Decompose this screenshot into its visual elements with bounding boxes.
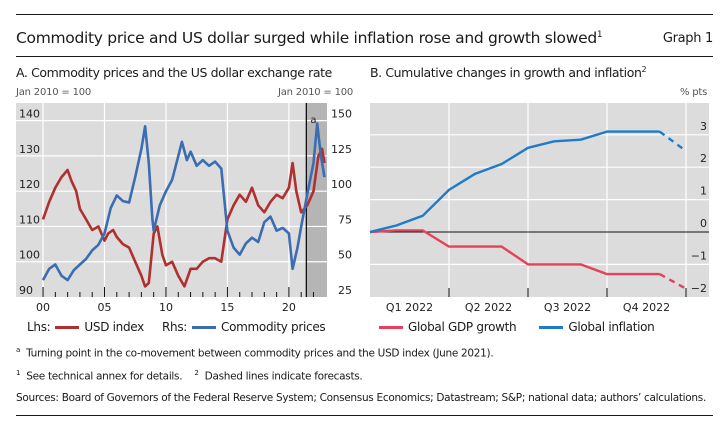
panel-b-title-text: B. Cumulative changes in growth and infl…	[370, 65, 642, 81]
footnote-2-marker: 2	[194, 369, 199, 377]
y-tick-label: 2	[700, 152, 707, 165]
gdp-growth-forecast-line	[659, 273, 687, 290]
panel-a-title: A. Commodity prices and the US dollar ex…	[16, 65, 332, 80]
bottom-rule	[16, 415, 713, 416]
panel-b-chart: −2 −1 0 1 2 3 Q1 2022 Q2 2022 Q3 2022 Q4 2022	[369, 103, 709, 314]
panel-a-plot-bg	[16, 103, 327, 297]
inflation-line	[369, 130, 660, 234]
y-tick-label: −1	[691, 249, 707, 262]
y-right-tick-label: 125	[331, 143, 352, 156]
legend-inflation-label: Global inflation	[568, 320, 655, 334]
x-tick-label: 15	[220, 301, 234, 314]
y-right-tick-label: 150	[331, 108, 352, 121]
panel-b-axis-labels: −2 −1 0 1 2 3 Q1 2022 Q2 2022 Q3 2022 Q4 2022	[386, 120, 707, 314]
y-left-tick-label: 110	[19, 213, 40, 226]
top-rule	[16, 14, 713, 15]
panel-a-axis-labels: 90 100 110 120 130 140 25 50 75 100 125 150 00 05 10 15…	[19, 108, 352, 314]
usd-index-line	[41, 147, 326, 288]
y-left-tick-label: 100	[19, 249, 40, 262]
panel-a-lhs-unit: Jan 2010 = 100	[16, 87, 92, 98]
panel-b-footnote-marker: 2	[641, 65, 647, 74]
legend-gdp-label: Global GDP growth	[408, 320, 517, 334]
y-left-tick-label: 120	[19, 178, 40, 191]
x-category-label: Q1 2022	[386, 301, 433, 314]
legend-commodity-swatch	[192, 325, 217, 329]
legend-usd-swatch	[55, 325, 80, 329]
legend-rhs-prefix: Rhs:	[161, 320, 188, 334]
note-a-marker: a	[16, 346, 20, 354]
panel-b-x-ticks	[448, 288, 687, 297]
panel-b-legend: Global GDP growth Global inflation	[379, 320, 655, 334]
x-category-label: Q3 2022	[544, 301, 591, 314]
legend-lhs-prefix: Lhs:	[27, 320, 51, 334]
panel-b-unit: % pts	[680, 87, 708, 98]
y-left-tick-label: 130	[19, 143, 40, 156]
panel-a-x-ticks	[42, 287, 314, 297]
legend-commodity-label: Commodity prices	[221, 320, 326, 334]
title-footnote-marker: 1	[596, 29, 603, 40]
x-tick-label: 05	[98, 301, 112, 314]
y-right-tick-label: 50	[338, 249, 352, 262]
y-tick-label: 1	[700, 185, 707, 198]
x-tick-label: 00	[36, 301, 50, 314]
panel-a-chart: a 90 100 110 120 130 140 25 50 75 100 125 150 00 05 10…	[16, 103, 352, 314]
note-a: a Turning point in the co-movement betwe…	[16, 346, 494, 360]
x-category-label: Q4 2022	[623, 301, 670, 314]
panel-a-rhs-unit: Jan 2010 = 100	[278, 87, 354, 98]
panel-a-series	[41, 122, 326, 288]
graph-title-text: Commodity price and US dollar surged whi…	[16, 29, 597, 47]
gdp-growth-line	[369, 229, 660, 276]
x-tick-label: 20	[282, 301, 296, 314]
sources-note: Sources: Board of Governors of the Feder…	[16, 392, 706, 404]
legend-usd-label: USD index	[84, 320, 144, 334]
footnotes: 1 See technical annex for details. 2 Das…	[16, 369, 363, 383]
panel-a-legend: Lhs: USD index Rhs: Commodity prices	[27, 320, 326, 334]
y-right-tick-label: 100	[331, 178, 352, 191]
y-tick-label: 0	[700, 217, 707, 230]
x-tick-label: 10	[159, 301, 173, 314]
y-tick-label: 3	[700, 120, 707, 133]
y-left-tick-label: 90	[19, 284, 33, 297]
footnote-1-text: See technical annex for details.	[26, 370, 183, 383]
y-right-tick-label: 25	[338, 284, 352, 297]
graph-title: Commodity price and US dollar surged whi…	[16, 29, 603, 47]
panel-b-title: B. Cumulative changes in growth and infl…	[370, 65, 647, 81]
legend-gdp-swatch	[379, 325, 403, 329]
panel-b-series	[369, 130, 687, 290]
y-left-tick-label: 140	[19, 108, 40, 121]
commodity-prices-line	[41, 122, 326, 282]
inflation-forecast-line	[658, 130, 687, 152]
title-rule	[16, 56, 713, 57]
x-category-label: Q2 2022	[465, 301, 512, 314]
y-tick-label: −2	[691, 282, 707, 295]
turning-point-label: a	[310, 115, 316, 126]
footnote-2-text: Dashed lines indicate forecasts.	[204, 370, 363, 383]
y-right-tick-label: 75	[338, 213, 352, 226]
legend-inflation-swatch	[539, 325, 564, 329]
note-a-text: Turning point in the co-movement between…	[26, 347, 494, 360]
graph-number: Graph 1	[662, 31, 713, 46]
footnote-1-marker: 1	[16, 369, 21, 377]
